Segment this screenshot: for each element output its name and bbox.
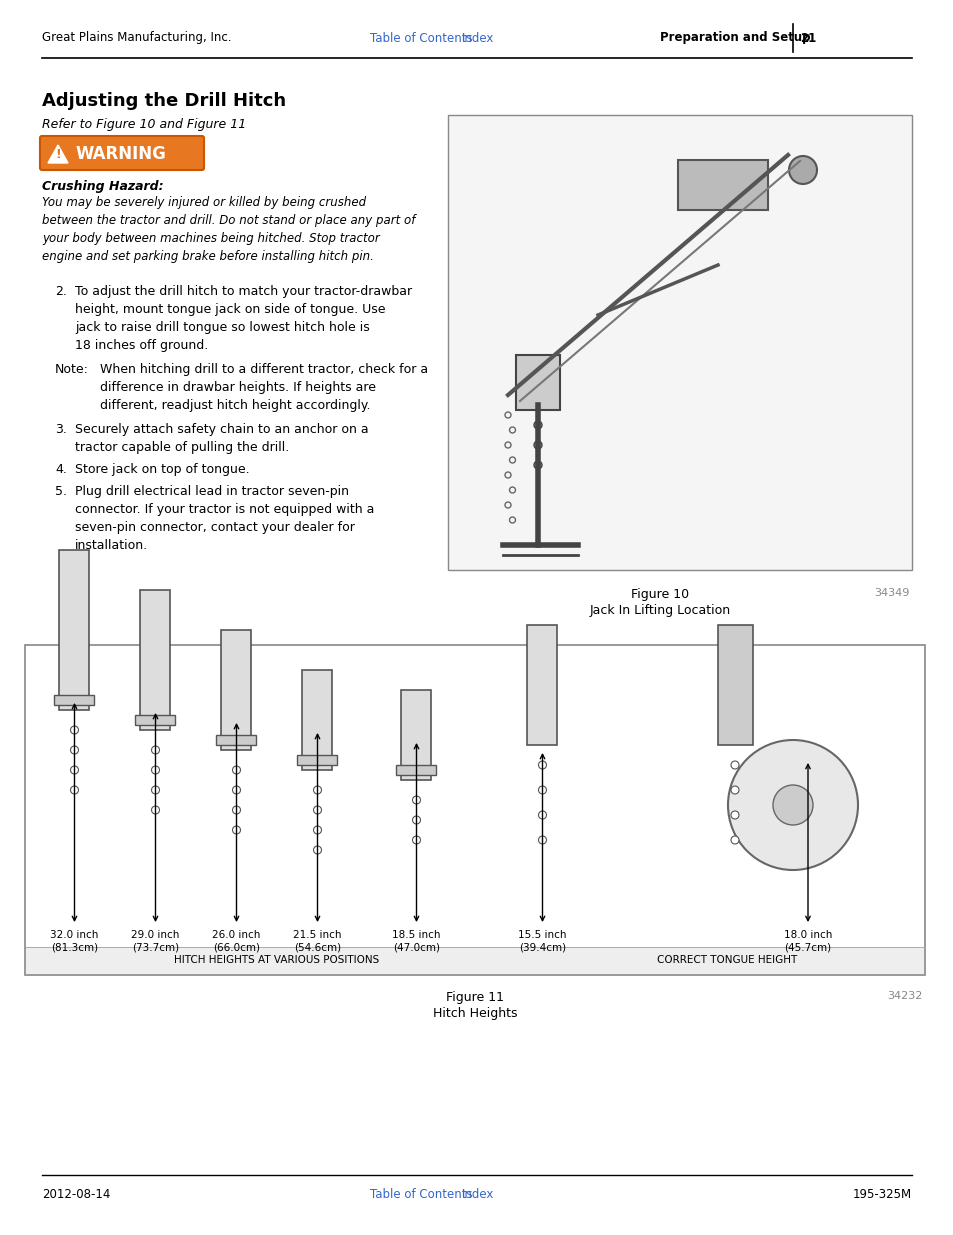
Circle shape bbox=[412, 836, 420, 844]
Text: 26.0 inch
(66.0cm): 26.0 inch (66.0cm) bbox=[213, 930, 260, 952]
Bar bbox=[59, 550, 90, 710]
Circle shape bbox=[152, 746, 159, 755]
Circle shape bbox=[71, 726, 78, 734]
Circle shape bbox=[314, 806, 321, 814]
Circle shape bbox=[71, 746, 78, 755]
Circle shape bbox=[537, 811, 546, 819]
Text: Jack In Lifting Location: Jack In Lifting Location bbox=[589, 604, 730, 618]
Text: 18.5 inch
(47.0cm): 18.5 inch (47.0cm) bbox=[392, 930, 440, 952]
Text: 32.0 inch
(81.3cm): 32.0 inch (81.3cm) bbox=[51, 930, 98, 952]
Bar bbox=[678, 161, 767, 210]
Text: 15.5 inch
(39.4cm): 15.5 inch (39.4cm) bbox=[517, 930, 566, 952]
Circle shape bbox=[152, 785, 159, 794]
Text: 4.: 4. bbox=[55, 463, 67, 475]
Circle shape bbox=[534, 441, 541, 450]
Circle shape bbox=[71, 785, 78, 794]
Circle shape bbox=[730, 761, 739, 769]
Bar bbox=[221, 630, 252, 750]
Text: WARNING: WARNING bbox=[76, 144, 167, 163]
Bar bbox=[527, 625, 557, 745]
Circle shape bbox=[233, 766, 240, 774]
Text: Figure 10: Figure 10 bbox=[630, 588, 688, 601]
Bar bbox=[140, 590, 171, 730]
Polygon shape bbox=[48, 144, 68, 163]
Circle shape bbox=[537, 785, 546, 794]
Circle shape bbox=[71, 766, 78, 774]
Circle shape bbox=[727, 740, 857, 869]
Circle shape bbox=[730, 811, 739, 819]
Bar bbox=[25, 645, 924, 974]
Circle shape bbox=[772, 785, 812, 825]
Text: Securely attach safety chain to an anchor on a
tractor capable of pulling the dr: Securely attach safety chain to an ancho… bbox=[75, 424, 368, 454]
Bar bbox=[448, 115, 911, 571]
Circle shape bbox=[730, 836, 739, 844]
Text: When hitching drill to a different tractor, check for a
difference in drawbar he: When hitching drill to a different tract… bbox=[100, 363, 428, 412]
Text: 5.: 5. bbox=[55, 485, 67, 498]
Circle shape bbox=[233, 785, 240, 794]
Text: HITCH HEIGHTS AT VARIOUS POSITIONS: HITCH HEIGHTS AT VARIOUS POSITIONS bbox=[174, 955, 379, 965]
Circle shape bbox=[412, 797, 420, 804]
Text: Note:: Note: bbox=[55, 363, 89, 375]
Circle shape bbox=[314, 826, 321, 834]
Bar bbox=[135, 715, 175, 725]
Text: 29.0 inch
(73.7cm): 29.0 inch (73.7cm) bbox=[132, 930, 179, 952]
Text: 21.5 inch
(54.6cm): 21.5 inch (54.6cm) bbox=[293, 930, 341, 952]
Text: Index: Index bbox=[461, 1188, 494, 1202]
Bar bbox=[516, 354, 559, 410]
Text: Crushing Hazard:: Crushing Hazard: bbox=[42, 180, 164, 193]
FancyBboxPatch shape bbox=[40, 136, 204, 170]
Circle shape bbox=[537, 836, 546, 844]
Bar bbox=[297, 755, 337, 764]
Text: 2.: 2. bbox=[55, 285, 67, 298]
Circle shape bbox=[152, 806, 159, 814]
Text: 18.0 inch
(45.7cm): 18.0 inch (45.7cm) bbox=[783, 930, 831, 952]
Circle shape bbox=[233, 826, 240, 834]
Text: Refer to Figure 10 and Figure 11: Refer to Figure 10 and Figure 11 bbox=[42, 119, 246, 131]
Bar bbox=[302, 671, 333, 769]
Text: Hitch Heights: Hitch Heights bbox=[433, 1007, 517, 1020]
Text: 21: 21 bbox=[800, 32, 816, 44]
Bar bbox=[401, 690, 431, 781]
Text: 34232: 34232 bbox=[886, 990, 923, 1002]
Text: CORRECT TONGUE HEIGHT: CORRECT TONGUE HEIGHT bbox=[657, 955, 797, 965]
Circle shape bbox=[412, 816, 420, 824]
Circle shape bbox=[537, 761, 546, 769]
Circle shape bbox=[314, 846, 321, 853]
Circle shape bbox=[534, 461, 541, 469]
Text: Table of Contents: Table of Contents bbox=[370, 32, 472, 44]
Text: Plug drill electrical lead in tractor seven-pin
connector. If your tractor is no: Plug drill electrical lead in tractor se… bbox=[75, 485, 374, 552]
Bar bbox=[718, 625, 752, 745]
Circle shape bbox=[788, 156, 816, 184]
Bar bbox=[26, 947, 923, 974]
Circle shape bbox=[233, 806, 240, 814]
Circle shape bbox=[534, 421, 541, 429]
Text: Table of Contents: Table of Contents bbox=[370, 1188, 472, 1202]
Bar bbox=[54, 695, 94, 705]
Text: To adjust the drill hitch to match your tractor-drawbar
height, mount tongue jac: To adjust the drill hitch to match your … bbox=[75, 285, 412, 352]
Text: Index: Index bbox=[461, 32, 494, 44]
Text: 34349: 34349 bbox=[874, 588, 909, 598]
Text: Store jack on top of tongue.: Store jack on top of tongue. bbox=[75, 463, 250, 475]
Circle shape bbox=[152, 766, 159, 774]
Text: 3.: 3. bbox=[55, 424, 67, 436]
Text: !: ! bbox=[55, 148, 61, 162]
Circle shape bbox=[314, 785, 321, 794]
Bar bbox=[396, 764, 436, 776]
Text: Preparation and Setup: Preparation and Setup bbox=[659, 32, 810, 44]
Bar bbox=[216, 735, 256, 745]
Text: 195-325M: 195-325M bbox=[852, 1188, 911, 1202]
Circle shape bbox=[730, 785, 739, 794]
Text: 2012-08-14: 2012-08-14 bbox=[42, 1188, 111, 1202]
Text: Figure 11: Figure 11 bbox=[446, 990, 503, 1004]
Text: Adjusting the Drill Hitch: Adjusting the Drill Hitch bbox=[42, 91, 286, 110]
Text: Great Plains Manufacturing, Inc.: Great Plains Manufacturing, Inc. bbox=[42, 32, 232, 44]
Text: You may be severely injured or killed by being crushed
between the tractor and d: You may be severely injured or killed by… bbox=[42, 196, 415, 263]
